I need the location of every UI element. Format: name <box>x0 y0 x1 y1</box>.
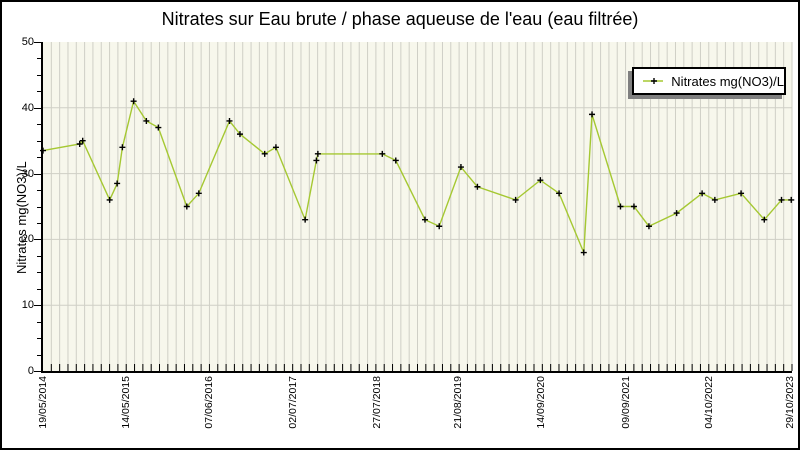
data-point-marker <box>512 196 519 203</box>
data-point-marker <box>114 180 121 187</box>
y-axis-minor-tick <box>37 256 41 257</box>
y-axis-major-tick <box>34 239 41 240</box>
plot-area <box>40 42 795 373</box>
data-point-marker <box>76 140 83 147</box>
y-axis-major-tick <box>34 42 41 43</box>
data-point-marker <box>40 147 46 154</box>
data-point-marker <box>79 137 86 144</box>
x-tick-label: 19/05/2014 <box>37 376 49 429</box>
y-axis-minor-tick <box>37 272 41 273</box>
y-axis-major-tick <box>34 305 41 306</box>
data-point-marker <box>630 203 637 210</box>
data-point-marker <box>617 203 624 210</box>
data-point-marker <box>589 111 596 118</box>
data-point-marker <box>645 223 652 230</box>
data-point-marker <box>738 190 745 197</box>
data-point-marker <box>436 223 443 230</box>
y-axis-minor-tick <box>37 91 41 92</box>
x-tick-label: 27/07/2018 <box>371 376 383 429</box>
x-tick-label: 09/09/2021 <box>620 376 632 429</box>
data-point-marker <box>314 150 321 157</box>
y-tick-label: 40 <box>21 102 34 114</box>
data-point-marker <box>421 216 428 223</box>
data-point-marker <box>556 190 563 197</box>
y-axis-minor-tick <box>37 58 41 59</box>
data-point-marker <box>155 124 162 131</box>
data-point-marker <box>580 249 587 256</box>
y-axis-minor-tick <box>37 338 41 339</box>
data-point-marker <box>379 150 386 157</box>
data-point-marker <box>183 203 190 210</box>
data-point-marker <box>699 190 706 197</box>
x-tick-label: 14/09/2020 <box>535 376 547 429</box>
data-point-marker <box>313 157 320 164</box>
data-point-marker <box>711 196 718 203</box>
data-point-marker <box>143 117 150 124</box>
x-tick-label: 29/10/2023 <box>784 376 796 429</box>
y-axis-major-tick <box>34 174 41 175</box>
data-point-marker <box>302 216 309 223</box>
y-axis-minor-tick <box>37 223 41 224</box>
data-point-marker <box>272 144 279 151</box>
y-axis-minor-tick <box>37 207 41 208</box>
data-point-marker <box>537 177 544 184</box>
x-tick-label: 14/05/2015 <box>120 376 132 429</box>
y-tick-label: 10 <box>21 299 34 311</box>
data-point-marker <box>392 157 399 164</box>
data-point-marker <box>130 98 137 105</box>
y-axis-major-tick <box>34 371 41 372</box>
data-point-marker <box>119 144 126 151</box>
data-point-marker <box>457 164 464 171</box>
legend-marker-icon <box>643 78 664 84</box>
y-axis-major-tick <box>34 108 41 109</box>
chart-title: Nitrates sur Eau brute / phase aqueuse d… <box>161 9 639 29</box>
data-point-marker <box>761 216 768 223</box>
y-axis-minor-tick <box>37 157 41 158</box>
y-tick-label: 50 <box>21 36 34 48</box>
x-tick-label: 07/06/2016 <box>203 376 215 429</box>
data-point-marker <box>788 196 795 203</box>
y-axis-minor-tick <box>37 322 41 323</box>
data-point-marker <box>195 190 202 197</box>
legend-label: Nitrates mg(NO3)/L <box>671 73 784 89</box>
legend: Nitrates mg(NO3)/L <box>632 67 786 95</box>
y-axis-minor-tick <box>37 124 41 125</box>
y-tick-label: 30 <box>21 168 34 180</box>
data-point-marker <box>778 196 785 203</box>
y-axis-minor-tick <box>37 355 41 356</box>
x-tick-label: 02/07/2017 <box>287 376 299 429</box>
data-point-marker <box>236 131 243 138</box>
y-axis-minor-tick <box>37 75 41 76</box>
data-point-marker <box>106 196 113 203</box>
x-tick-label: 21/08/2019 <box>452 376 464 429</box>
y-axis-minor-tick <box>37 141 41 142</box>
data-point-marker <box>261 150 268 157</box>
plot-canvas <box>40 42 795 371</box>
y-axis-minor-tick <box>37 289 41 290</box>
y-tick-label: 20 <box>21 233 34 245</box>
data-point-marker <box>474 183 481 190</box>
x-tick-label: 04/10/2022 <box>703 376 715 429</box>
y-tick-label: 0 <box>27 365 34 377</box>
data-point-marker <box>226 117 233 124</box>
y-axis-minor-tick <box>37 190 41 191</box>
data-point-marker <box>673 210 680 217</box>
